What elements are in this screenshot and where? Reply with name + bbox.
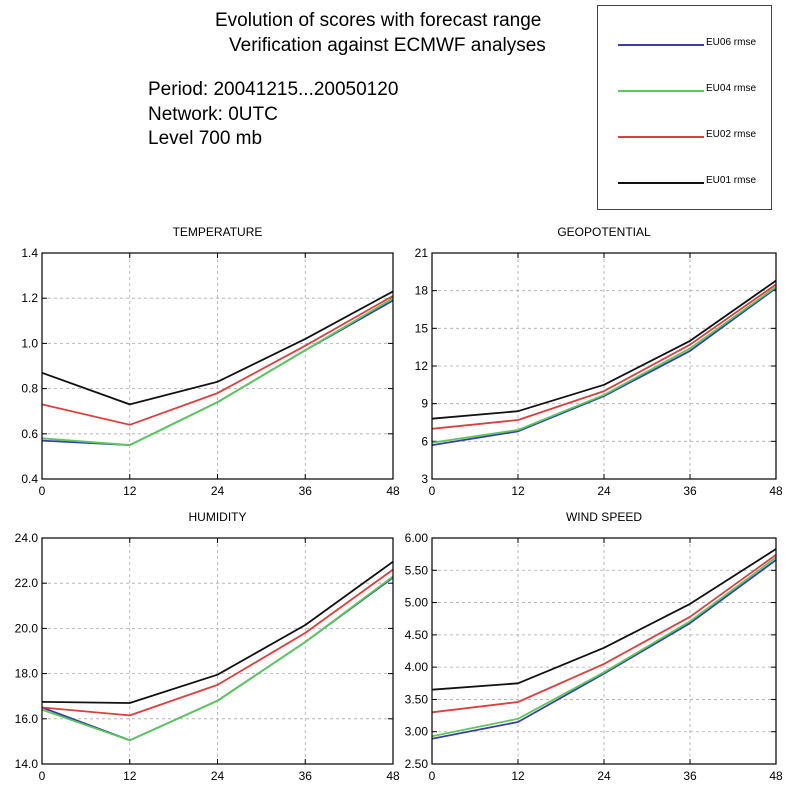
chart-title: GEOPOTENTIAL bbox=[557, 225, 651, 239]
series-line-eu06 bbox=[431, 287, 777, 446]
x-tick-label: 0 bbox=[39, 769, 46, 783]
series-line-eu04 bbox=[41, 575, 394, 742]
x-tick-label: 24 bbox=[597, 769, 611, 783]
plot-frame bbox=[431, 537, 777, 765]
x-tick-label: 48 bbox=[769, 769, 783, 783]
series-line-eu01 bbox=[431, 279, 777, 420]
legend-label-eu06: EU06 rmse bbox=[706, 37, 757, 48]
chart-title-line-2: Verification against ECMWF analyses bbox=[229, 35, 546, 56]
chart-title-line-1: Evolution of scores with forecast range bbox=[215, 10, 542, 31]
y-tick-label: 3.00 bbox=[405, 725, 429, 739]
y-tick-label: 1.2 bbox=[21, 291, 38, 305]
y-tick-label: 22.0 bbox=[15, 576, 39, 590]
legend-item-eu04: EU04 rmse bbox=[598, 83, 771, 97]
y-tick-label: 0.8 bbox=[21, 382, 38, 396]
x-tick-label: 48 bbox=[386, 769, 400, 783]
x-tick-label: 48 bbox=[386, 484, 400, 498]
x-tick-label: 36 bbox=[683, 484, 697, 498]
level-text: Level 700 mb bbox=[148, 128, 263, 149]
legend-item-eu06: EU06 rmse bbox=[598, 37, 771, 51]
series-line-eu02 bbox=[41, 568, 394, 717]
series-line-eu06 bbox=[431, 559, 777, 740]
x-tick-label: 0 bbox=[429, 484, 436, 498]
x-tick-label: 36 bbox=[299, 769, 313, 783]
legend-label-eu04: EU04 rmse bbox=[706, 83, 757, 94]
legend-item-eu01: EU01 rmse bbox=[598, 175, 771, 189]
x-tick-label: 12 bbox=[123, 769, 137, 783]
y-tick-label: 2.50 bbox=[405, 757, 429, 771]
plot-frame bbox=[41, 252, 394, 480]
legend: EU06 rmse EU04 rmse EU02 rmse EU01 rmse bbox=[597, 5, 772, 210]
chart-title: TEMPERATURE bbox=[173, 225, 263, 239]
series-line-eu01 bbox=[41, 290, 394, 406]
series-line-eu01 bbox=[431, 548, 777, 691]
y-tick-label: 3 bbox=[421, 472, 428, 486]
legend-label-eu02: EU02 rmse bbox=[706, 129, 757, 140]
legend-item-eu02: EU02 rmse bbox=[598, 129, 771, 143]
x-tick-label: 0 bbox=[429, 769, 436, 783]
period-text: Period: 20041215...20050120 bbox=[148, 79, 399, 100]
legend-swatch-eu04 bbox=[618, 90, 704, 92]
legend-swatch-eu06 bbox=[618, 44, 704, 46]
x-tick-label: 0 bbox=[39, 484, 46, 498]
y-tick-label: 5.50 bbox=[405, 563, 429, 577]
x-tick-label: 36 bbox=[683, 769, 697, 783]
x-tick-label: 12 bbox=[511, 769, 525, 783]
x-tick-label: 12 bbox=[511, 484, 525, 498]
x-tick-label: 48 bbox=[769, 484, 783, 498]
y-tick-label: 4.00 bbox=[405, 660, 429, 674]
y-tick-label: 3.50 bbox=[405, 692, 429, 706]
y-tick-label: 15 bbox=[415, 321, 429, 335]
chart-title: HUMIDITY bbox=[189, 510, 247, 524]
plot-frame bbox=[431, 252, 777, 480]
y-tick-label: 6.00 bbox=[405, 531, 429, 545]
y-tick-label: 24.0 bbox=[15, 531, 39, 545]
x-tick-label: 24 bbox=[211, 484, 225, 498]
series-line-eu02 bbox=[431, 554, 777, 714]
y-tick-label: 1.4 bbox=[21, 246, 38, 260]
y-tick-label: 18 bbox=[415, 284, 429, 298]
series-line-eu01 bbox=[41, 560, 394, 704]
y-tick-label: 21 bbox=[415, 246, 429, 260]
y-tick-label: 18.0 bbox=[15, 667, 39, 681]
series-line-eu02 bbox=[41, 295, 394, 426]
y-tick-label: 0.4 bbox=[21, 472, 38, 486]
x-tick-label: 24 bbox=[597, 484, 611, 498]
legend-swatch-eu02 bbox=[618, 136, 704, 138]
y-tick-label: 12 bbox=[415, 359, 429, 373]
y-tick-label: 16.0 bbox=[15, 712, 39, 726]
network-text: Network: 0UTC bbox=[148, 104, 278, 125]
x-tick-label: 24 bbox=[211, 769, 225, 783]
series-line-eu04 bbox=[431, 286, 777, 444]
series-line-eu04 bbox=[431, 556, 777, 738]
y-tick-label: 0.6 bbox=[21, 427, 38, 441]
y-tick-label: 1.0 bbox=[21, 336, 38, 350]
legend-swatch-eu01 bbox=[618, 182, 704, 184]
y-tick-label: 6 bbox=[421, 434, 428, 448]
y-tick-label: 4.50 bbox=[405, 628, 429, 642]
chart-title: WIND SPEED bbox=[566, 510, 642, 524]
y-tick-label: 20.0 bbox=[15, 621, 39, 635]
x-tick-label: 36 bbox=[299, 484, 313, 498]
y-tick-label: 9 bbox=[421, 397, 428, 411]
plot-frame bbox=[41, 537, 394, 765]
series-line-eu02 bbox=[431, 283, 777, 430]
x-tick-label: 12 bbox=[123, 484, 137, 498]
legend-label-eu01: EU01 rmse bbox=[706, 175, 757, 186]
series-line-eu04 bbox=[41, 297, 394, 447]
y-tick-label: 14.0 bbox=[15, 757, 39, 771]
y-tick-label: 5.00 bbox=[405, 596, 429, 610]
